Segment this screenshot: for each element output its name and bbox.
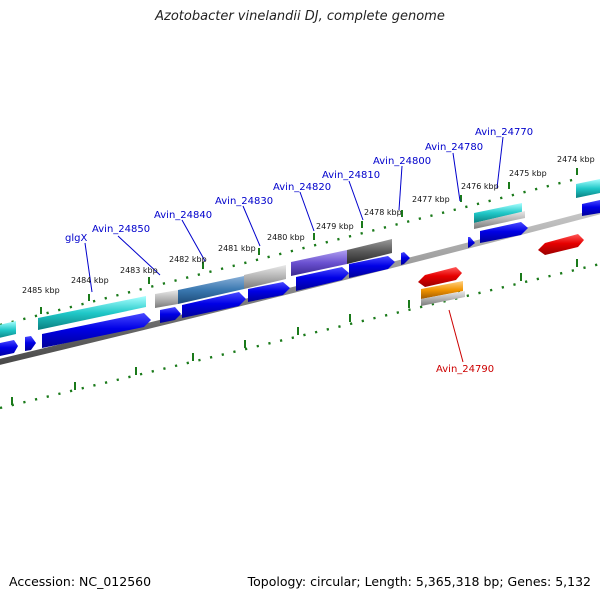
gene-label-avin-24810[interactable]: Avin_24810	[322, 170, 380, 181]
cds-arrow	[538, 234, 584, 255]
cds-arrow	[248, 282, 290, 302]
feature-block	[38, 296, 146, 330]
callout-lines	[84, 136, 504, 363]
kbp-label: 2483 kbp	[120, 266, 158, 275]
inner-scale-ticks	[0, 259, 600, 410]
kbp-label: 2485 kbp	[22, 286, 60, 295]
kbp-label: 2475 kbp	[509, 169, 547, 178]
cds-arrow	[25, 336, 36, 351]
cds-arrow	[0, 340, 18, 356]
map-title: Azotobacter vinelandii DJ, complete geno…	[155, 9, 445, 24]
cds-arrow	[468, 237, 475, 248]
gene-label-avin-24800[interactable]: Avin_24800	[373, 156, 431, 167]
cds-arrow	[160, 307, 181, 323]
gene-label-avin-24840[interactable]: Avin_24840	[154, 210, 212, 221]
feature-block	[576, 179, 600, 198]
gene-label-avin-24820[interactable]: Avin_24820	[273, 182, 331, 193]
feature-block	[244, 265, 286, 289]
kbp-label: 2480 kbp	[267, 233, 305, 242]
kbp-label: 2482 kbp	[169, 255, 207, 264]
feature-block	[421, 291, 465, 306]
kbp-label: 2477 kbp	[412, 195, 450, 204]
feature-block	[421, 281, 463, 299]
feature-track	[0, 179, 600, 338]
accession-text: Accession: NC_012560	[9, 574, 152, 589]
kbp-label: 2481 kbp	[218, 244, 256, 253]
genome-summary-text: Topology: circular; Length: 5,365,318 bp…	[247, 574, 591, 589]
kbp-label: 2479 kbp	[316, 222, 354, 231]
cds-arrow	[480, 222, 528, 243]
cds-arrow	[401, 252, 410, 265]
kbp-label: 2474 kbp	[557, 155, 595, 164]
gene-label-avin-24790[interactable]: Avin_24790	[436, 364, 494, 375]
feature-block	[178, 276, 244, 304]
kbp-label: 2476 kbp	[461, 182, 499, 191]
feature-block	[155, 290, 178, 308]
kbp-label: 2478 kbp	[364, 208, 402, 217]
cds-arrow	[296, 267, 349, 291]
reverse-cds-track	[418, 234, 584, 287]
cds-arrow	[582, 200, 600, 216]
gene-label-avin-24830[interactable]: Avin_24830	[215, 196, 273, 207]
feature-block	[347, 239, 392, 264]
cds-arrow	[42, 313, 151, 348]
gene-label-avin-24780[interactable]: Avin_24780	[425, 142, 483, 153]
kbp-label: 2484 kbp	[71, 276, 109, 285]
feature-block	[474, 211, 525, 229]
gene-labels: glgX Avin_24850 Avin_24840 Avin_24830 Av…	[65, 127, 533, 375]
gene-label-glgx[interactable]: glgX	[65, 233, 87, 244]
kbp-labels: 2485 kbp 2484 kbp 2483 kbp 2482 kbp 2481…	[22, 155, 595, 295]
feature-block	[0, 321, 16, 338]
cds-arrow	[418, 267, 462, 287]
outer-scale-ticks	[0, 168, 581, 327]
gene-label-avin-24850[interactable]: Avin_24850	[92, 224, 150, 235]
feature-block	[474, 203, 522, 223]
forward-cds-track	[0, 200, 600, 356]
feature-block	[291, 250, 347, 276]
cds-arrow	[349, 256, 395, 278]
cds-arrow	[182, 292, 246, 318]
gene-label-avin-24770[interactable]: Avin_24770	[475, 127, 533, 138]
